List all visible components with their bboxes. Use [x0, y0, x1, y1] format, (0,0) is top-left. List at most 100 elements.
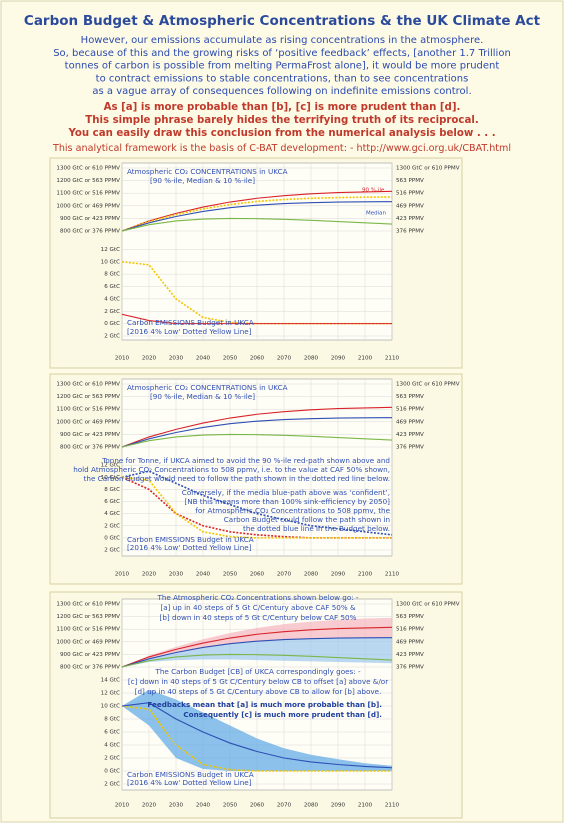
- y-tick-label: 423 PPMV: [396, 652, 424, 658]
- y-tick-label: 1300 GtC or 610 PPMV: [56, 166, 120, 172]
- line: [121, 217, 393, 232]
- band: [122, 617, 392, 667]
- annotation: Conversely, if the media blue-path above…: [182, 488, 390, 497]
- y-tick-label: 1100 GtC or 516 PPMV: [56, 407, 120, 413]
- y-tick-label: 1000 GtC or 469 PPMV: [56, 639, 120, 645]
- x-tick-label: 2100: [358, 572, 373, 578]
- y-tick-label: 563 PPMV: [396, 614, 424, 620]
- y-tick-label: 800 GtC or 376 PPMV: [60, 229, 120, 235]
- y-tick-label: 1300 GtC or 610 PPMV: [56, 382, 120, 388]
- y-tick-label: 0 GtC: [104, 535, 120, 541]
- y-tick-label: 563 PPMV: [396, 394, 424, 400]
- x-tick-label: 2090: [331, 356, 346, 362]
- y-tick-label: 14 GtC: [101, 678, 120, 684]
- emphasis-line: As [a] is more probable than [b], [c] is…: [104, 102, 461, 113]
- y-tick-label: 900 GtC or 423 PPMV: [60, 432, 120, 438]
- line: [121, 406, 393, 448]
- x-tick-label: 2110: [385, 356, 400, 362]
- annotation: Consequently [c] is much more prudent th…: [183, 710, 382, 719]
- y-tick-label: 10 GtC: [101, 475, 120, 481]
- y-tick-label: 6 GtC: [104, 284, 120, 290]
- y-tick-label: 563 PPMV: [396, 178, 424, 184]
- y-tick-label: 1000 GtC or 469 PPMV: [56, 419, 120, 425]
- y-tick-label: 6 GtC: [104, 499, 120, 505]
- annotation: [NB this means more than 100% sink-effic…: [184, 497, 390, 506]
- y-tick-label: 4 GtC: [104, 296, 120, 302]
- line: [121, 313, 392, 325]
- y-tick-label: 376 PPMV: [396, 665, 424, 671]
- y-tick-label: 516 PPMV: [396, 407, 424, 413]
- x-tick-label: 2010: [115, 356, 130, 362]
- y-tick-label: 10 GtC: [101, 704, 120, 710]
- annotation: hold Atmospheric CO₂ Concentrations to 5…: [73, 465, 390, 474]
- x-tick-label: 2040: [196, 356, 211, 362]
- x-tick-label: 2080: [304, 803, 319, 809]
- x-tick-label: 2070: [277, 803, 292, 809]
- annotation: [d] up in 40 steps of 5 Gt C/Century abo…: [135, 687, 382, 696]
- x-tick-label: 2020: [142, 803, 157, 809]
- y-tick-label: 2 GtC: [104, 548, 120, 554]
- x-tick-label: 2010: [115, 803, 130, 809]
- x-tick-label: 2030: [169, 572, 184, 578]
- y-tick-label: 376 PPMV: [396, 445, 424, 451]
- annotation: Carbon EMISSIONS Budget in UKCA: [127, 318, 254, 327]
- y-tick-label: 0 GtC: [104, 769, 120, 775]
- y-tick-label: 516 PPMV: [396, 191, 424, 197]
- y-tick-label: 1000 GtC or 469 PPMV: [56, 203, 120, 209]
- x-tick-label: 2080: [304, 356, 319, 362]
- line: [121, 417, 393, 448]
- y-tick-label: 4 GtC: [104, 511, 120, 517]
- y-tick-label: 469 PPMV: [396, 639, 424, 645]
- x-tick-label: 2100: [358, 356, 373, 362]
- annotation: [90 %-ile, Median & 10 %-ile]: [150, 176, 255, 185]
- y-tick-label: 900 GtC or 423 PPMV: [60, 652, 120, 658]
- y-tick-label: 423 PPMV: [396, 216, 424, 222]
- title: Carbon Budget & Atmospheric Concentratio…: [24, 13, 541, 29]
- line: [121, 702, 393, 769]
- y-tick-label: 1300 GtC or 610 PPMV: [396, 602, 460, 608]
- y-tick-label: 12 GtC: [101, 691, 120, 697]
- y-tick-label: 800 GtC or 376 PPMV: [60, 665, 120, 671]
- annotation: [b] down in 40 steps of 5 Gt C/Century b…: [160, 613, 357, 622]
- y-tick-label: 2 GtC: [104, 756, 120, 762]
- x-tick-label: 2050: [223, 803, 238, 809]
- y-tick-label: 12 GtC: [101, 463, 120, 469]
- y-tick-label: 1300 GtC or 610 PPMV: [396, 382, 460, 388]
- x-tick-label: 2030: [169, 356, 184, 362]
- x-tick-label: 2110: [385, 803, 400, 809]
- y-tick-label: 423 PPMV: [396, 432, 424, 438]
- annotation: Carbon EMISSIONS Budget in UKCA: [127, 770, 254, 779]
- y-tick-label: 2 GtC: [104, 782, 120, 788]
- band: [122, 637, 392, 667]
- x-tick-label: 2010: [115, 572, 130, 578]
- annotation: Atmospheric CO₂ CONCENTRATIONS in UKCA: [127, 383, 288, 392]
- emphasis-line: This simple phrase barely hides the terr…: [85, 115, 478, 126]
- line: [121, 705, 392, 772]
- annotation: [90 %-ile, Median & 10 %-ile]: [150, 392, 255, 401]
- intro-line: So, because of this and the growing risk…: [53, 48, 511, 59]
- annotation: [c] down in 40 steps of 5 Gt C/Century b…: [128, 677, 388, 686]
- y-tick-label: 2 GtC: [104, 523, 120, 529]
- annotation: 90 %-ile: [362, 188, 385, 194]
- y-tick-label: 8 GtC: [104, 717, 120, 723]
- y-tick-label: 469 PPMV: [396, 203, 424, 209]
- y-tick-label: 469 PPMV: [396, 419, 424, 425]
- annotation: The Carbon Budget [CB] of UKCA correspon…: [154, 667, 361, 676]
- y-tick-label: 900 GtC or 423 PPMV: [60, 216, 120, 222]
- annotation: [2016 4% Low' Dotted Yellow Line]: [127, 543, 252, 552]
- emphasis-line: You can easily draw this conclusion from…: [67, 128, 495, 139]
- annotation: The Atmospheric CO₂ Concentrations shown…: [156, 593, 358, 602]
- x-tick-label: 2020: [142, 356, 157, 362]
- x-tick-label: 2110: [385, 572, 400, 578]
- x-tick-label: 2020: [142, 572, 157, 578]
- annotation: [2016 4% Low' Dotted Yellow Line]: [127, 327, 252, 336]
- band: [122, 689, 392, 771]
- annotation: the Carbon Budget would need to follow t…: [84, 474, 390, 483]
- x-tick-label: 2070: [277, 356, 292, 362]
- y-tick-label: 2 GtC: [104, 334, 120, 340]
- source-line: This analytical framework is the basis o…: [52, 143, 511, 154]
- y-tick-label: 0 GtC: [104, 321, 120, 327]
- y-tick-label: 1200 GtC or 563 PPMV: [56, 178, 120, 184]
